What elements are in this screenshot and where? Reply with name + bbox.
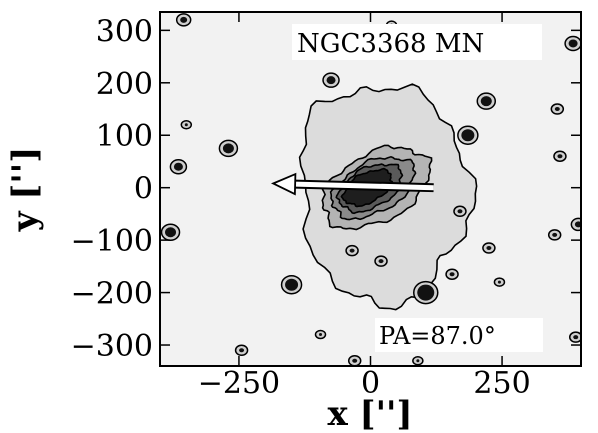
point-source [482, 242, 496, 254]
point-source [445, 268, 459, 280]
point-source [457, 125, 479, 145]
x-axis-title: x [''] [327, 394, 412, 433]
point-source [374, 255, 388, 267]
point-source [453, 205, 467, 218]
object-label: NGC3368 MN [297, 29, 484, 59]
point-source [553, 150, 567, 162]
pa-label-bg [375, 318, 543, 352]
object-label-bg [292, 24, 542, 60]
point-source [218, 139, 239, 158]
y-tick-label: 100 [96, 119, 153, 154]
point-source [476, 92, 497, 110]
point-source [169, 158, 188, 175]
point-source [564, 35, 581, 52]
point-source [493, 277, 506, 287]
point-source [345, 244, 359, 257]
point-source [180, 120, 193, 130]
point-source [413, 280, 439, 305]
y-tick-label: −100 [71, 224, 153, 259]
y-tick-label: 200 [96, 67, 153, 102]
axis-ticks: −250 0 250 300 200 100 0 −100 −200 −300 [71, 12, 581, 401]
y-axis-title: y [''] [5, 147, 45, 233]
arrow-head [270, 172, 297, 196]
y-tick-label: 0 [134, 172, 153, 207]
point-source [322, 72, 340, 88]
arrow-shaft [295, 181, 434, 191]
position-angle-arrow [270, 172, 434, 196]
point-source [314, 329, 327, 340]
x-tick-label: −250 [198, 366, 280, 401]
point-sources [160, 13, 581, 366]
point-source [547, 229, 562, 241]
pa-label: PA=87.0° [379, 322, 496, 350]
point-source [412, 356, 424, 366]
point-source [160, 223, 181, 242]
point-source [550, 103, 565, 115]
point-source [234, 344, 249, 357]
plot-area [160, 12, 581, 366]
point-source [568, 331, 581, 343]
x-tick-label: 250 [473, 366, 530, 401]
x-tick-label: 0 [361, 366, 380, 401]
y-tick-label: −200 [71, 277, 153, 312]
point-source [175, 13, 192, 27]
y-tick-label: −300 [71, 329, 153, 364]
point-source [347, 355, 362, 366]
y-tick-label: 300 [96, 14, 153, 49]
point-source [280, 274, 303, 295]
point-source [570, 217, 581, 232]
